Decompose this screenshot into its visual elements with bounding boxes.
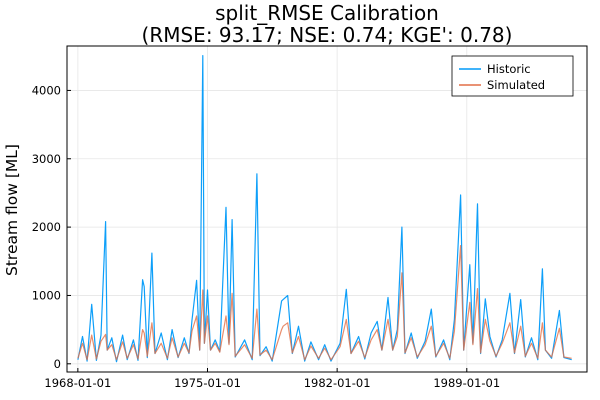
series-lines — [77, 54, 572, 363]
x-tick-label: 1968-01-01 — [44, 376, 111, 390]
x-tick-label: 1989-01-01 — [433, 376, 500, 390]
y-tick-label: 1000 — [32, 288, 61, 302]
plot-frame — [66, 45, 588, 373]
y-tick-label: 2000 — [32, 220, 61, 234]
series-line-historic — [77, 54, 572, 363]
chart-title: split_RMSE Calibration — [215, 1, 439, 25]
y-axis-ticks: 0 1000 2000 3000 4000 — [32, 83, 71, 371]
legend-label-simulated: Simulated — [487, 78, 545, 92]
x-tick-label: 1982-01-01 — [304, 376, 371, 390]
chart-subtitle: (RMSE: 93.17; NSE: 0.74; KGE': 0.78) — [142, 23, 513, 47]
y-tick-label: 4000 — [32, 83, 61, 97]
y-tick-label: 0 — [54, 357, 61, 371]
legend: Historic Simulated — [451, 55, 574, 97]
x-tick-label: 1975-01-01 — [174, 376, 241, 390]
y-axis-label: Stream flow [ML] — [3, 144, 21, 276]
series-line-simulated — [77, 245, 572, 361]
y-tick-label: 3000 — [32, 152, 61, 166]
legend-box — [451, 55, 574, 97]
legend-label-historic: Historic — [487, 62, 531, 76]
x-axis-ticks: 1968-01-01 1975-01-01 1982-01-01 1989-01-01 — [44, 368, 500, 390]
